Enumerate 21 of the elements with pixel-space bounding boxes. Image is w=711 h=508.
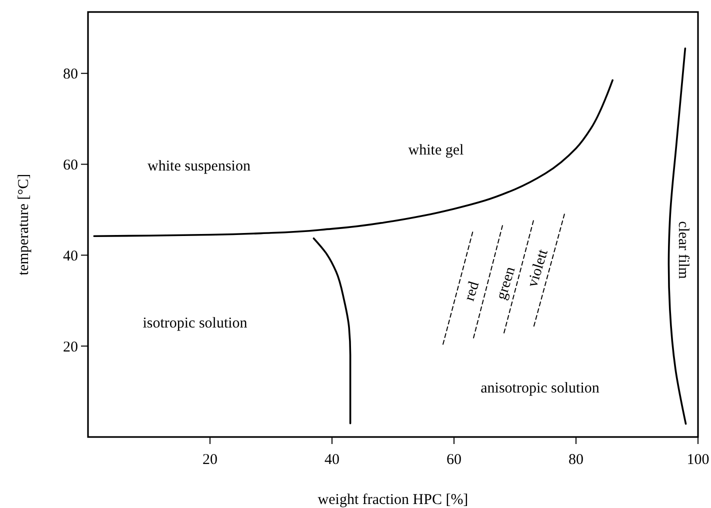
annotation: red — [462, 279, 483, 303]
x-tick-label: 20 — [202, 452, 218, 468]
y-tick-label: 80 — [63, 66, 78, 83]
x-tick-label: 80 — [568, 452, 584, 468]
annotation: violett — [524, 246, 552, 290]
y-tick-label: 20 — [63, 339, 78, 356]
annotation: isotropic solution — [142, 315, 248, 332]
x-tick-label: 60 — [446, 452, 462, 468]
annotation: white gel — [408, 142, 464, 158]
y-axis-title: temperature [°C] — [16, 174, 32, 276]
annotation: clear film — [674, 221, 691, 280]
line-series — [312, 237, 352, 424]
annotation: white suspension — [148, 158, 251, 174]
line-series — [93, 79, 614, 237]
y-tick-label: 40 — [63, 248, 78, 264]
x-axis-title: weight fraction HPC [%] — [318, 492, 468, 508]
annotation: green — [494, 264, 519, 302]
x-tick-label: 40 — [324, 452, 340, 468]
annotation: anisotropic solution — [480, 380, 600, 396]
y-tick-label: 60 — [63, 158, 78, 174]
x-tick-label: 100 — [686, 452, 710, 468]
